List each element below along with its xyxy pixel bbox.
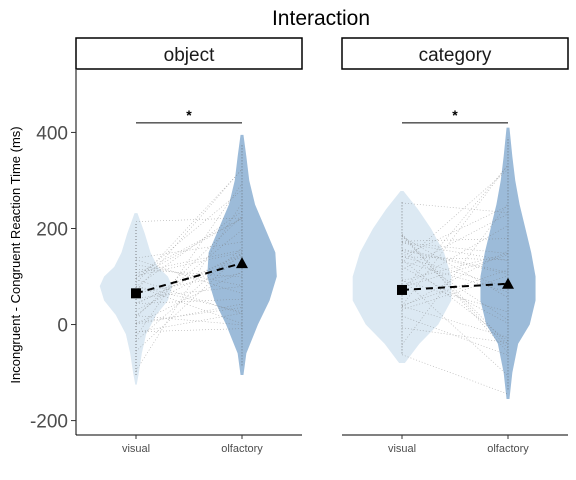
x-tick-label: visual	[388, 443, 416, 455]
subject-line	[401, 315, 509, 356]
subject-line	[135, 264, 243, 286]
subject-line	[401, 250, 509, 321]
mean-marker-olfactory	[502, 277, 514, 289]
significance-label: *	[186, 107, 192, 123]
facet-strip	[75, 37, 303, 70]
facet-strip-label: object	[164, 45, 215, 66]
subject-line	[135, 249, 243, 274]
subject-line	[401, 266, 509, 324]
subject-line	[135, 328, 243, 333]
y-axis: -200 0 200 400	[30, 70, 77, 435]
subject-lines	[135, 168, 243, 371]
x-tick-label: olfactory	[221, 443, 263, 455]
subject-line	[401, 269, 509, 306]
mean-marker-visual	[397, 284, 407, 295]
subject-line	[135, 285, 243, 313]
subject-line	[135, 218, 243, 279]
subject-line	[401, 256, 509, 288]
subject-line	[401, 254, 509, 288]
violin-olfactory	[207, 134, 277, 375]
subject-lines	[401, 164, 509, 395]
subject-line	[401, 213, 509, 270]
subject-line	[135, 217, 243, 275]
y-tick-label: 0	[57, 316, 68, 337]
chart-title: Interaction	[272, 7, 370, 30]
subject-line	[401, 164, 509, 307]
subject-line	[135, 183, 243, 337]
subject-line	[401, 225, 509, 288]
facet-strip	[341, 37, 569, 70]
subject-line	[401, 253, 509, 282]
subject-line	[401, 260, 509, 293]
facet-panels: object * visual olfactory category * visual olf…	[75, 37, 569, 455]
subject-line	[401, 305, 509, 338]
x-tick-label: visual	[122, 443, 150, 455]
subject-line	[401, 259, 509, 342]
mean-marker-visual	[131, 288, 141, 299]
violin-visual	[352, 191, 452, 363]
subject-line	[401, 280, 509, 313]
subject-line	[401, 275, 509, 310]
subject-line	[135, 202, 243, 371]
y-axis-label: Incongruent - Congruent Reaction Time (m…	[8, 126, 23, 383]
subject-line	[135, 286, 243, 324]
subject-line	[135, 247, 243, 342]
subject-line	[135, 251, 243, 277]
mean-connector-line	[135, 262, 243, 295]
facet-panel-category: category * visual olfactory	[341, 37, 569, 455]
significance-label: *	[452, 107, 458, 123]
subject-line	[135, 259, 243, 294]
subject-line	[135, 169, 243, 284]
subject-line	[135, 252, 243, 352]
subject-line	[401, 354, 509, 395]
facet-strip-label: category	[419, 45, 492, 66]
mean-connector-line	[401, 282, 509, 291]
y-tick-label: 200	[36, 219, 68, 240]
y-tick-label: -200	[30, 412, 68, 433]
subject-line	[135, 189, 243, 279]
subject-line	[401, 169, 509, 263]
subject-line	[135, 210, 243, 288]
subject-line	[401, 164, 509, 292]
violin-visual	[99, 213, 173, 385]
facet-panel-object: object * visual olfactory	[75, 37, 303, 455]
mean-marker-olfactory	[236, 257, 248, 269]
subject-line	[401, 249, 509, 275]
subject-line	[135, 256, 243, 311]
y-tick-label: 400	[36, 123, 68, 144]
subject-line	[401, 250, 509, 308]
subject-line	[135, 279, 243, 315]
subject-line	[401, 248, 509, 273]
subject-line	[135, 216, 243, 318]
subject-line	[401, 203, 509, 345]
x-tick-label: olfactory	[487, 443, 529, 455]
